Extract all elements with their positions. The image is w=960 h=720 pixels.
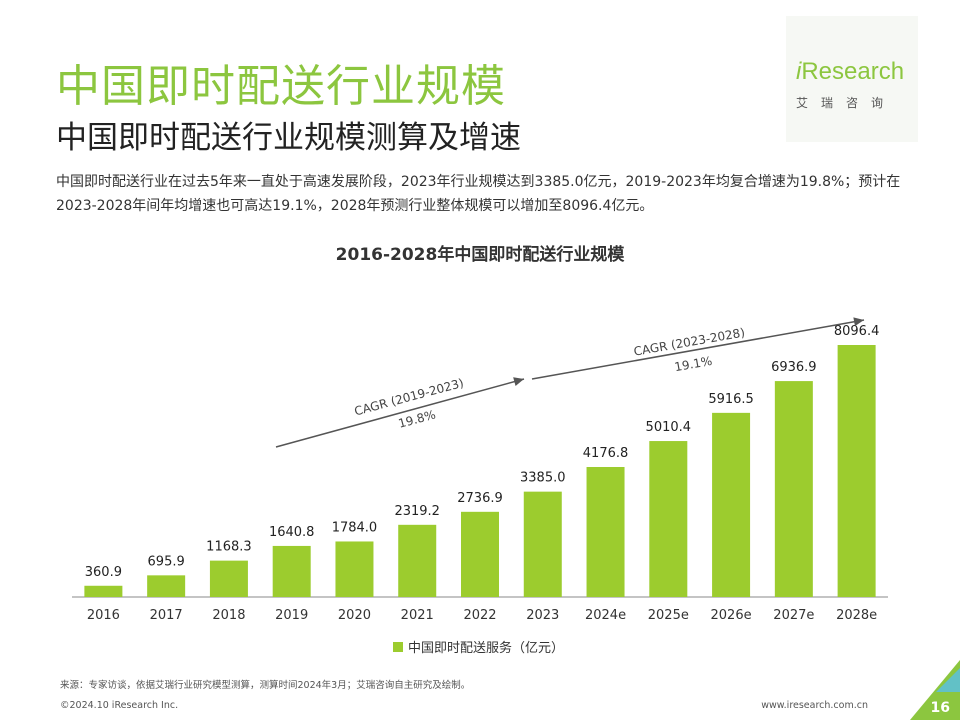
x-tick-label: 2023 bbox=[526, 608, 559, 623]
logo-text: Research bbox=[801, 58, 905, 85]
data-label: 2319.2 bbox=[394, 504, 440, 519]
data-label: 2736.9 bbox=[457, 491, 503, 506]
x-tick-label: 2025e bbox=[648, 608, 689, 623]
page-number: 16 bbox=[930, 700, 950, 716]
bar bbox=[84, 585, 123, 597]
data-label: 4176.8 bbox=[583, 446, 629, 461]
data-label: 1784.0 bbox=[332, 520, 378, 535]
description-text: 中国即时配送行业在过去5年来一直处于高速发展阶段，2023年行业规模达到3385… bbox=[56, 174, 901, 214]
x-tick-label: 2019 bbox=[275, 608, 308, 623]
x-tick-label: 2021 bbox=[401, 608, 434, 623]
x-tick-label: 2027e bbox=[773, 608, 814, 623]
x-tick-label: 2020 bbox=[338, 608, 371, 623]
legend-swatch bbox=[393, 642, 403, 652]
bar bbox=[461, 511, 499, 597]
bar bbox=[649, 441, 688, 597]
x-tick-label: 2016 bbox=[87, 608, 120, 623]
data-label: 8096.4 bbox=[834, 324, 880, 339]
data-label: 1168.3 bbox=[206, 540, 252, 555]
data-label: 695.9 bbox=[148, 554, 185, 569]
bar bbox=[586, 466, 625, 597]
source-note: 来源：专家访谈，依据艾瑞行业研究模型测算，测算时间2024年3月；艾瑞咨询自主研… bbox=[60, 680, 471, 691]
iresearch-logo: iResearch bbox=[796, 58, 904, 86]
bar bbox=[712, 412, 751, 597]
bar bbox=[398, 524, 437, 597]
logo-background bbox=[786, 16, 918, 142]
cagr-arrow-1-head bbox=[513, 377, 524, 386]
cagr-label-1: CAGR (2019-2023) bbox=[353, 376, 465, 419]
data-label: 3385.0 bbox=[520, 471, 566, 486]
data-label: 6936.9 bbox=[771, 360, 817, 375]
chart-title: 2016-2028年中国即时配送行业规模 bbox=[335, 245, 625, 265]
logo-chinese: 艾瑞咨询 bbox=[796, 96, 897, 110]
corner-decoration bbox=[910, 660, 960, 720]
x-tick-label: 2018 bbox=[212, 608, 245, 623]
bar bbox=[837, 345, 876, 597]
bar bbox=[209, 560, 248, 597]
cagr-arrow-2 bbox=[531, 319, 865, 380]
bar bbox=[335, 541, 374, 597]
x-tick-label: 2028e bbox=[836, 608, 877, 623]
logo-i: i bbox=[796, 58, 802, 85]
data-label: 5916.5 bbox=[708, 392, 754, 407]
data-label: 5010.4 bbox=[646, 420, 692, 435]
cagr-arrow-2-head bbox=[853, 317, 864, 327]
x-tick-label: 2022 bbox=[463, 608, 496, 623]
x-tick-label: 2024e bbox=[585, 608, 626, 623]
page-subtitle: 中国即时配送行业规模测算及增速 bbox=[56, 120, 521, 156]
bar bbox=[147, 575, 186, 597]
legend-label: 中国即时配送服务（亿元） bbox=[408, 640, 564, 656]
cagr-value-1: 19.8% bbox=[397, 407, 437, 430]
website-link[interactable]: www.iresearch.com.cn bbox=[761, 700, 868, 711]
cagr-arrow-1 bbox=[275, 378, 525, 448]
bar bbox=[774, 381, 813, 597]
cagr-value-2: 19.1% bbox=[673, 354, 713, 374]
data-label: 1640.8 bbox=[269, 525, 315, 540]
x-tick-label: 2017 bbox=[150, 608, 183, 623]
data-label: 360.9 bbox=[85, 565, 122, 580]
bar bbox=[272, 545, 311, 597]
page-title: 中国即时配送行业规模 bbox=[56, 61, 506, 112]
x-tick-label: 2026e bbox=[711, 608, 752, 623]
cagr-label-2: CAGR (2023-2028) bbox=[633, 325, 746, 358]
copyright-text: ©2024.10 iResearch Inc. bbox=[60, 700, 179, 711]
bar bbox=[523, 491, 562, 597]
